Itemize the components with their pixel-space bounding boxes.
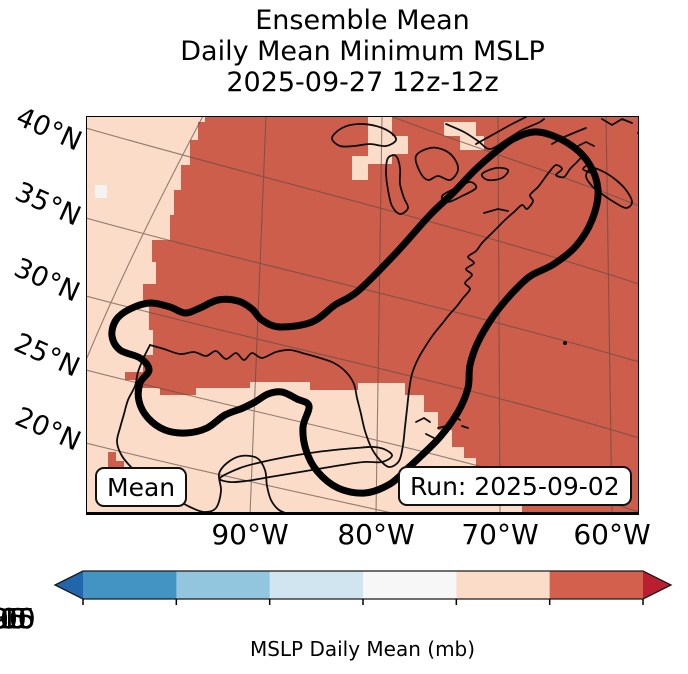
cbar-tick-990: 990 [0, 602, 27, 635]
fill-band-1010-1015-patch-sw [108, 452, 124, 469]
lake-ontario [480, 166, 510, 182]
coastlines [116, 116, 639, 515]
cbar-tick-995: 995 [0, 602, 27, 635]
cbar-tick-1000: 1000 [0, 602, 36, 635]
lon-tick-60w: 60°W [573, 518, 651, 551]
fill-band-1005-1010-main [86, 116, 522, 515]
lat-tick-35n: 35°N [10, 176, 86, 233]
lat-tick-20n: 20°N [10, 401, 86, 458]
coast-us-east-gulf [149, 156, 592, 468]
meridian-60w [605, 116, 613, 515]
cbar-tick-1010: 1010 [0, 602, 36, 635]
title-line-2: Daily Mean Minimum MSLP [180, 36, 545, 67]
lake-huron [414, 146, 460, 182]
cbar-tick-985: 985 [0, 602, 27, 635]
mean-annotation-box: Mean [95, 467, 188, 507]
mean-contour [108, 128, 602, 497]
chart-title: Ensemble Mean Daily Mean Minimum MSLP 20… [86, 5, 639, 98]
island-bermuda [563, 341, 567, 345]
coast-st-lawrence-north [475, 116, 527, 145]
lat-tick-30n: 30°N [9, 252, 85, 309]
fill-band-1000-1005-dot [95, 185, 107, 198]
fill-band-1005-1010-patch-a [368, 116, 408, 164]
colorbar-segment [549, 571, 644, 599]
colorbar-label: MSLP Daily Mean (mb) [249, 637, 476, 661]
meridian-70w [497, 116, 501, 515]
title-line-3: 2025-09-27 12z-12z [226, 67, 499, 98]
islands-northeast [483, 118, 639, 214]
lake-superior [331, 123, 397, 148]
islands-bahamas [415, 415, 469, 439]
lon-tick-90w: 90°W [211, 518, 289, 551]
lat-tick-25n: 25°N [9, 327, 85, 384]
run-annotation-box: Run: 2025-09-02 [398, 466, 632, 506]
parallel-45n [389, 116, 639, 207]
parallel-20n [86, 442, 404, 515]
fill-band-1005-1010-patch-b [352, 156, 368, 180]
colorbar [53, 570, 673, 605]
mean-annotation-text: Mean [107, 472, 176, 502]
colorbar-segment [83, 571, 177, 599]
parallel-30n [86, 295, 639, 439]
lake-michigan [385, 154, 409, 215]
coast-cuba [218, 446, 393, 484]
colorbar-extend-right-arrow [643, 571, 671, 599]
fill-band-1005-1010-patch-c [444, 122, 484, 150]
colorbar-segment [456, 571, 551, 599]
lat-tick-40n: 40°N [11, 101, 87, 158]
colorbar-segment [269, 571, 364, 599]
run-annotation-text: Run: 2025-09-02 [410, 471, 620, 501]
lon-tick-80w: 80°W [337, 518, 415, 551]
colorbar-extend-left-arrow [55, 571, 83, 599]
colorbar-segments [83, 571, 644, 599]
title-line-1: Ensemble Mean [255, 5, 470, 36]
colorbar-segment [176, 571, 271, 599]
colorbar-tickmarks [82, 599, 644, 605]
colorbar-segment [363, 571, 457, 599]
meridian-100w [86, 116, 204, 361]
map-canvas [86, 116, 639, 515]
cbar-tick-1005: 1005 [0, 602, 36, 635]
coast-nova-scotia [585, 166, 633, 209]
lon-tick-70w: 70°W [461, 518, 539, 551]
coast-st-lawrence-south [445, 118, 545, 150]
